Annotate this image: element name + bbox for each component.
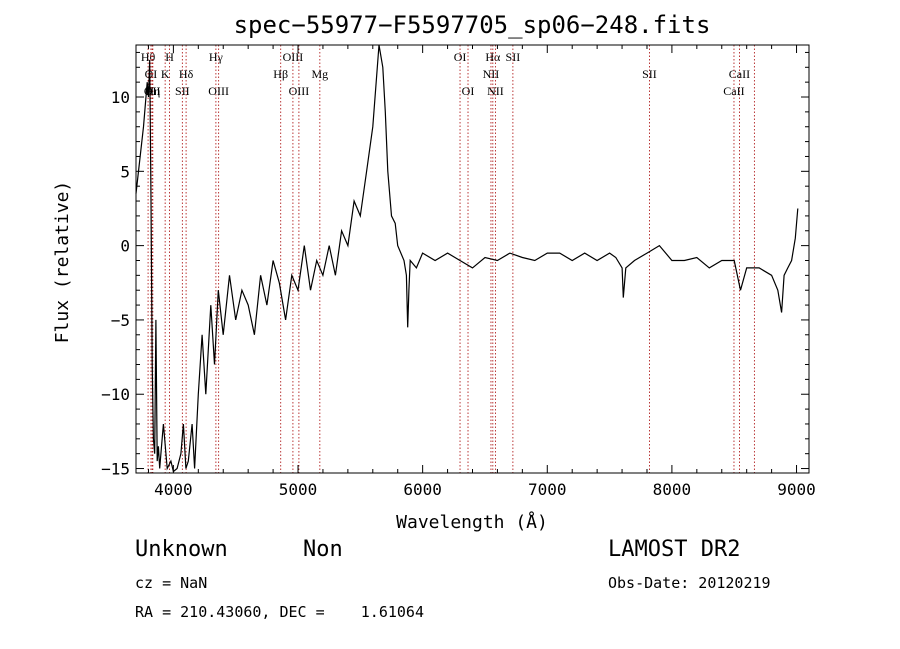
x-tick-label: 6000	[403, 480, 442, 499]
y-tick-label: −15	[101, 460, 130, 479]
x-tick-label: 8000	[653, 480, 692, 499]
spectral-line-label: Hθ	[141, 50, 156, 64]
survey-label: LAMOST DR2	[608, 537, 741, 562]
spectral-line-label: K	[161, 67, 170, 81]
x-tick-label: 5000	[279, 480, 318, 499]
spectral-line-label: OI	[462, 84, 475, 98]
spectral-line-label: Hγ	[209, 50, 224, 64]
y-axis-label: Flux (relative)	[52, 181, 73, 344]
x-tick-label: 7000	[528, 480, 567, 499]
spectral-line-label: SII	[642, 67, 657, 81]
spectral-line-label: OIII	[283, 50, 304, 64]
spectral-line-label: Hα	[485, 50, 501, 64]
spectral-line-label: NII	[487, 84, 504, 98]
y-tick-label: 10	[111, 88, 130, 107]
spectral-line-label: OIII	[289, 84, 310, 98]
x-tick-label: 4000	[154, 480, 193, 499]
spectral-line-label: H	[165, 50, 174, 64]
x-axis-label: Wavelength (Å)	[396, 511, 548, 533]
y-axis: −15 −10 −5 0 5 10	[101, 51, 809, 479]
x-axis: 4000 5000 6000 7000 8000 9000	[147, 45, 816, 499]
spectral-line-label: SII	[175, 84, 190, 98]
redshift-value: cz = NaN	[135, 574, 208, 592]
spectral-line-label: NII	[483, 67, 500, 81]
spectral-line-label: Hβ	[273, 67, 288, 81]
observation-date: Obs-Date: 20120219	[608, 574, 771, 592]
spectral-line-markers: HθOIOIIHηHKSIIHδHγOIIIHβOIIIOIIIMgOIOIHα…	[141, 45, 755, 473]
y-tick-label: 5	[120, 162, 130, 181]
spectral-line-label: Hδ	[179, 67, 194, 81]
chart-title: spec−55977−F5597705_sp06−248.fits	[234, 11, 711, 39]
x-tick-label: 9000	[777, 480, 816, 499]
spectral-line-label: Mg	[311, 67, 328, 81]
plot-frame	[135, 44, 810, 474]
object-class: Unknown	[135, 537, 228, 562]
spectral-line-label: OI	[454, 50, 467, 64]
y-tick-label: −10	[101, 385, 130, 404]
spectral-line-label: OI	[145, 67, 158, 81]
spectral-line-label: SII	[506, 50, 521, 64]
spectral-line-label: OIII	[208, 84, 229, 98]
y-tick-label: 0	[120, 237, 130, 256]
object-subclass: Non	[303, 537, 343, 562]
coordinates: RA = 210.43060, DEC = 1.61064	[135, 603, 424, 621]
spectrum-line	[135, 44, 799, 473]
spectral-line-label: CaII	[723, 84, 744, 98]
y-tick-label: −5	[111, 311, 130, 330]
spectral-line-label: CaII	[729, 67, 750, 81]
